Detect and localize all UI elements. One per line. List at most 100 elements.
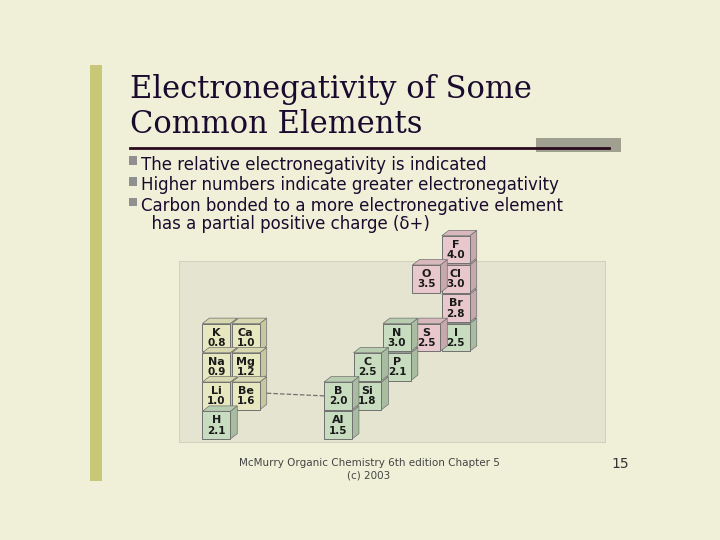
Polygon shape (354, 347, 388, 353)
Bar (232, 323, 260, 351)
Bar (442, 236, 469, 264)
Text: Br: Br (449, 299, 463, 308)
Text: P: P (393, 357, 401, 367)
Text: F: F (452, 240, 459, 250)
Text: Cl: Cl (450, 269, 462, 279)
Text: 2.8: 2.8 (446, 309, 465, 319)
Text: 2.1: 2.1 (387, 367, 406, 377)
Bar (413, 265, 441, 293)
Text: Si: Si (361, 386, 374, 396)
Text: Ca: Ca (238, 328, 253, 338)
Polygon shape (260, 318, 266, 351)
Bar (202, 323, 230, 351)
Text: 3.0: 3.0 (387, 338, 406, 348)
Text: Higher numbers indicate greater electronegativity: Higher numbers indicate greater electron… (141, 177, 559, 194)
Polygon shape (260, 377, 266, 410)
Text: 15: 15 (611, 457, 629, 471)
Text: 1.6: 1.6 (237, 396, 255, 407)
Text: 1.2: 1.2 (237, 367, 255, 377)
Bar (413, 323, 441, 351)
Bar (442, 265, 469, 293)
Polygon shape (230, 406, 238, 439)
Text: Al: Al (332, 415, 344, 426)
Polygon shape (232, 318, 266, 323)
Text: O: O (422, 269, 431, 279)
Bar (202, 411, 230, 439)
Bar (442, 323, 469, 351)
Bar (202, 353, 230, 381)
Text: 3.5: 3.5 (417, 279, 436, 289)
Text: 3.0: 3.0 (446, 279, 465, 289)
Bar (383, 323, 411, 351)
Text: Li: Li (211, 386, 222, 396)
Text: 0.8: 0.8 (207, 338, 225, 348)
Text: N: N (392, 328, 402, 338)
Polygon shape (382, 347, 388, 381)
Bar (232, 382, 260, 410)
Polygon shape (324, 377, 359, 382)
Text: Common Elements: Common Elements (130, 110, 423, 140)
Bar (129, 177, 138, 186)
Text: C: C (364, 357, 372, 367)
Polygon shape (442, 231, 477, 236)
Text: has a partial positive charge (δ+): has a partial positive charge (δ+) (141, 215, 430, 233)
Polygon shape (232, 347, 266, 353)
Polygon shape (202, 318, 238, 323)
Polygon shape (382, 377, 388, 410)
Text: 1.8: 1.8 (359, 396, 377, 407)
Bar (536, 138, 621, 152)
Bar (324, 382, 352, 410)
Polygon shape (383, 347, 418, 353)
Text: B: B (334, 386, 342, 396)
Text: 2.1: 2.1 (207, 426, 225, 436)
Bar (129, 157, 138, 165)
Text: 0.9: 0.9 (207, 367, 225, 377)
Text: Be: Be (238, 386, 253, 396)
Polygon shape (442, 318, 477, 323)
Polygon shape (411, 347, 418, 381)
Text: I: I (454, 328, 458, 338)
Text: Na: Na (208, 357, 225, 367)
Text: 4.0: 4.0 (446, 250, 465, 260)
Text: 1.0: 1.0 (237, 338, 255, 348)
Bar (354, 353, 382, 381)
Polygon shape (230, 347, 238, 381)
Text: H: H (212, 415, 221, 426)
Polygon shape (202, 406, 238, 411)
Text: Electronegativity of Some: Electronegativity of Some (130, 74, 532, 105)
Bar (324, 411, 352, 439)
Polygon shape (413, 318, 447, 323)
Polygon shape (352, 377, 359, 410)
Bar (129, 198, 138, 206)
Text: The relative electronegativity is indicated: The relative electronegativity is indica… (141, 156, 487, 174)
Polygon shape (202, 377, 238, 382)
Text: Carbon bonded to a more electronegative element: Carbon bonded to a more electronegative … (141, 197, 563, 215)
Polygon shape (260, 347, 266, 381)
Bar (179, 261, 606, 442)
Polygon shape (469, 318, 477, 351)
Polygon shape (354, 377, 388, 382)
Polygon shape (202, 347, 238, 353)
Polygon shape (232, 377, 266, 382)
Polygon shape (413, 260, 447, 265)
Text: 2.5: 2.5 (417, 338, 436, 348)
Bar (202, 382, 230, 410)
Text: K: K (212, 328, 220, 338)
Polygon shape (469, 231, 477, 264)
Polygon shape (230, 377, 238, 410)
Polygon shape (352, 406, 359, 439)
Polygon shape (469, 260, 477, 293)
Bar (383, 353, 411, 381)
Polygon shape (230, 318, 238, 351)
Polygon shape (324, 406, 359, 411)
Polygon shape (469, 289, 477, 322)
Text: 2.0: 2.0 (329, 396, 347, 407)
Text: 2.5: 2.5 (446, 338, 465, 348)
Text: McMurry Organic Chemistry 6th edition Chapter 5
(c) 2003: McMurry Organic Chemistry 6th edition Ch… (238, 457, 500, 481)
Text: S: S (423, 328, 431, 338)
Polygon shape (441, 318, 447, 351)
Polygon shape (383, 318, 418, 323)
Polygon shape (442, 289, 477, 294)
Polygon shape (441, 260, 447, 293)
Polygon shape (411, 318, 418, 351)
